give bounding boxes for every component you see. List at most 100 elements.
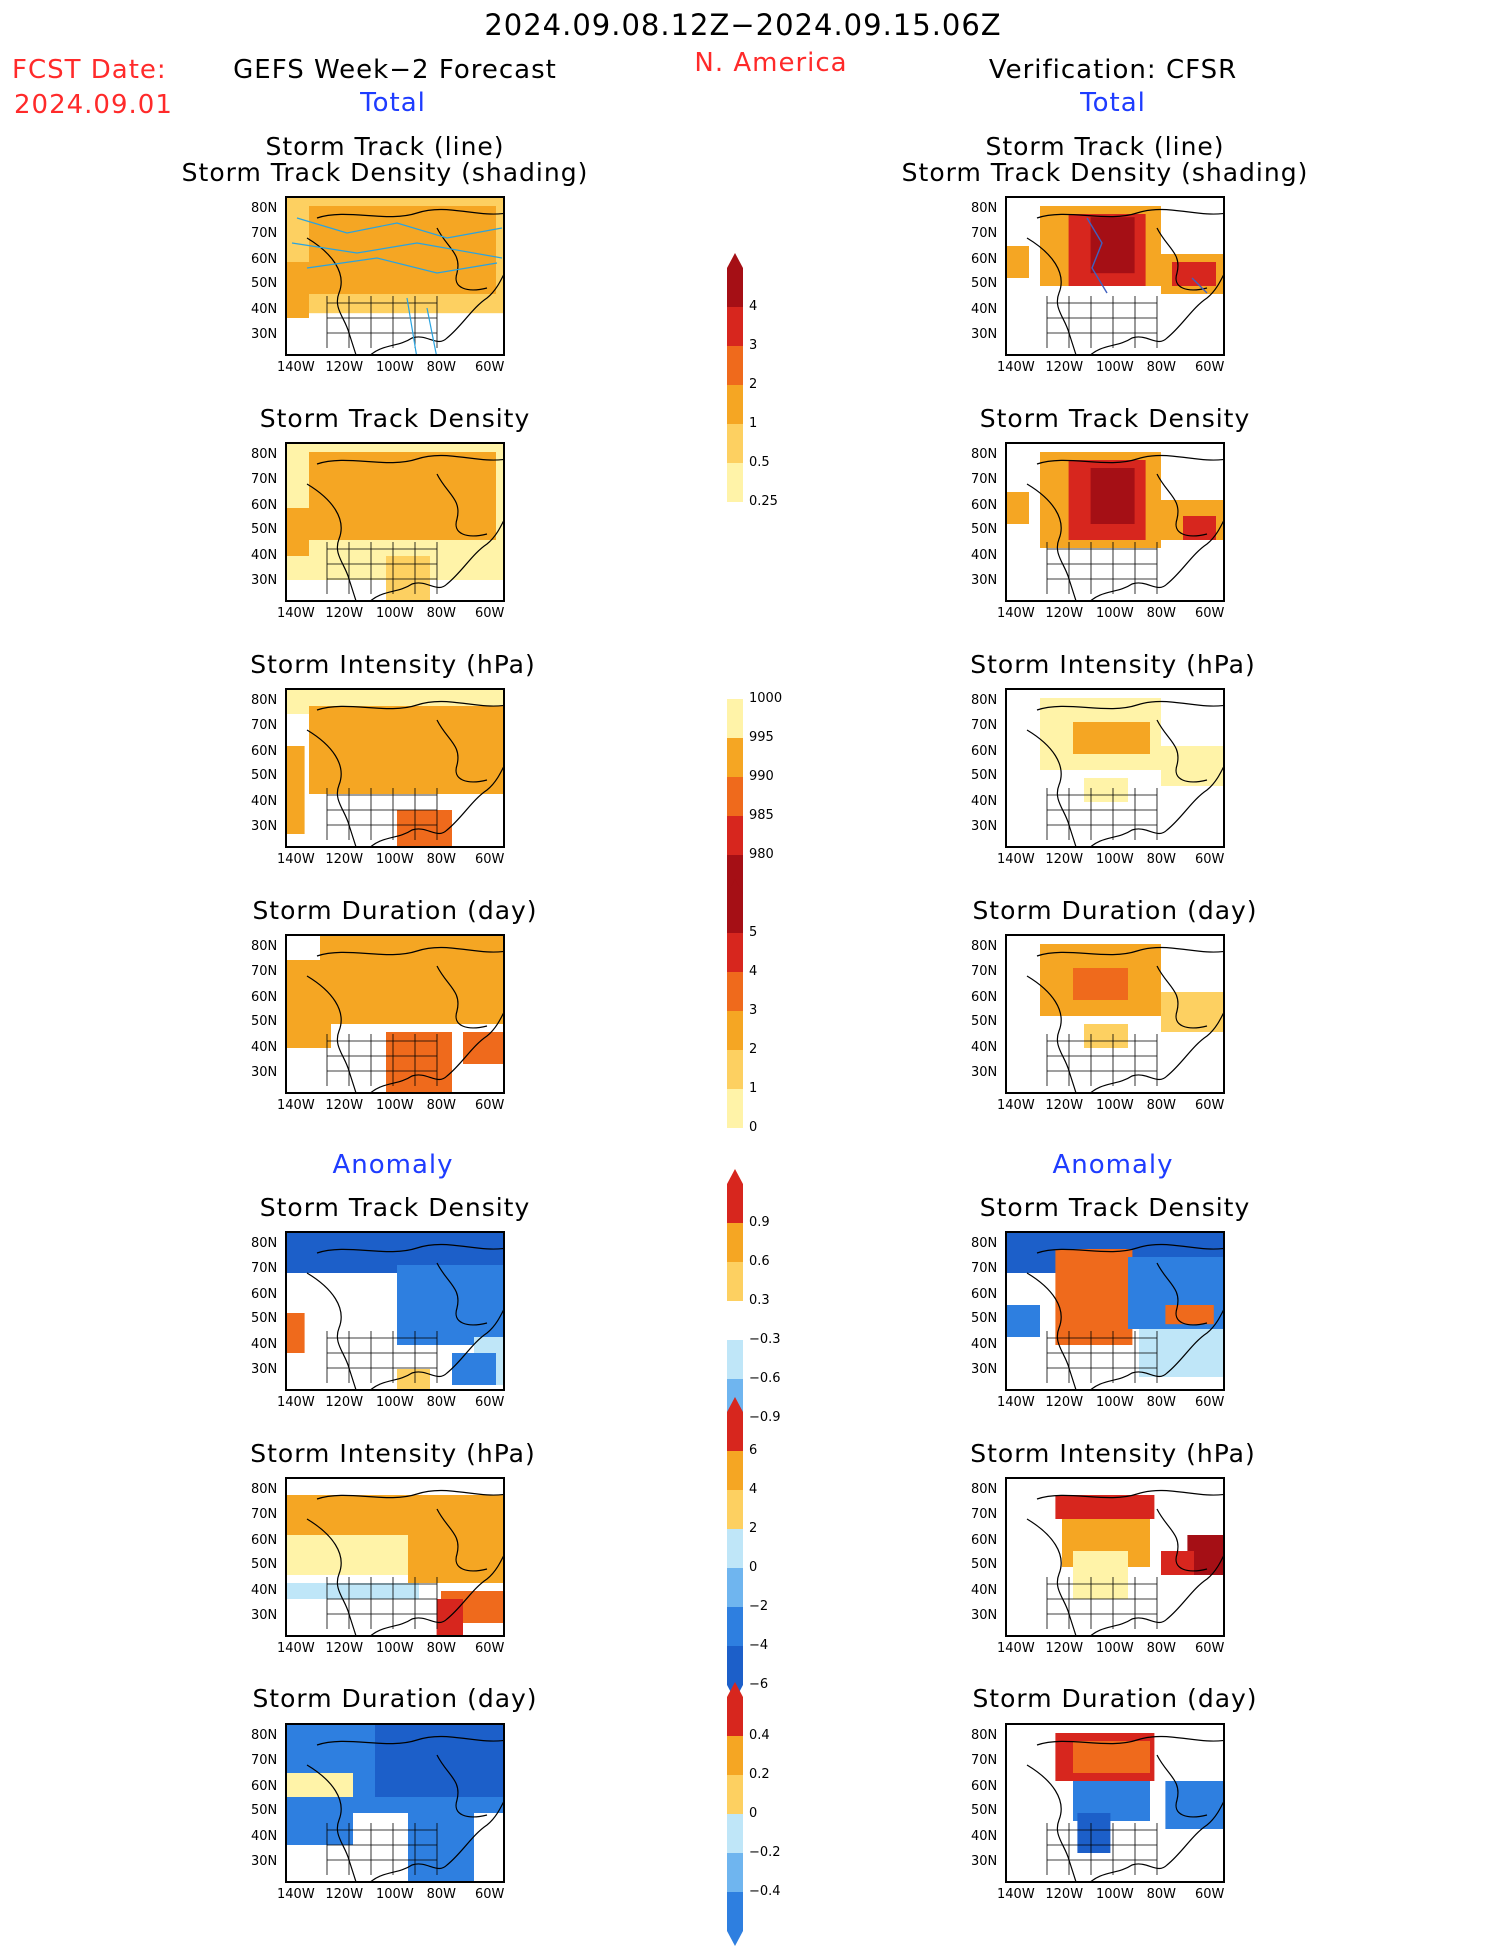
map-shading — [1007, 452, 1223, 600]
lat-tick-label: 40N — [971, 547, 998, 563]
lat-tick-label: 30N — [971, 1608, 998, 1624]
colorbar-tick-label: 3 — [749, 338, 758, 353]
colorbar-segment — [727, 1089, 743, 1128]
shaded-region — [408, 1805, 474, 1881]
lon-tick-label: 100W — [376, 852, 414, 867]
map-frame — [1005, 934, 1225, 1094]
left-duration-title: Storm Duration (day) — [252, 896, 538, 925]
map-shading — [287, 1233, 503, 1389]
lat-tick-label: 70N — [251, 964, 278, 980]
colorbar-tick-label: 0 — [749, 1560, 758, 1575]
lon-tick-label: 120W — [1045, 360, 1084, 375]
shaded-region — [287, 1583, 419, 1599]
lon-tick-label: 100W — [1096, 1641, 1134, 1656]
lat-tick-label: 50N — [251, 1557, 278, 1572]
colorbar-tick-label: 4 — [749, 964, 758, 979]
colorbar-tick-label: 4 — [749, 299, 758, 314]
lon-tick-label: 60W — [1195, 1887, 1225, 1902]
colorbar-segment — [727, 1262, 743, 1301]
colorbar-tick-label: −0.3 — [749, 1332, 781, 1347]
shaded-region — [1077, 1813, 1111, 1853]
right-column-title: Verification: CFSR — [988, 55, 1238, 85]
lon-tick-label: 60W — [1195, 360, 1225, 375]
map-frame — [285, 688, 505, 848]
lat-tick-label: 60N — [971, 498, 998, 513]
shaded-region — [1161, 746, 1223, 786]
shaded-region — [397, 1369, 430, 1389]
lon-tick-label: 60W — [1195, 1641, 1225, 1656]
lat-tick-label: 30N — [251, 327, 278, 343]
lat-tick-label: 70N — [251, 1753, 278, 1769]
state-borders — [326, 1331, 438, 1383]
lat-tick-label: 30N — [971, 1065, 998, 1081]
lat-tick-label: 60N — [971, 1533, 998, 1548]
coastline — [306, 1735, 503, 1881]
colorbar-segment — [727, 346, 743, 385]
colorbar-segment — [727, 1892, 743, 1931]
colorbar-segment — [727, 777, 743, 816]
colorbar-segment — [727, 268, 743, 307]
colorbar-arrow-top — [727, 253, 743, 268]
lon-tick-label: 120W — [325, 852, 364, 867]
colorbar-tick-label: 0.6 — [749, 1254, 770, 1269]
lon-tick-label: 100W — [376, 1098, 414, 1113]
lon-tick-label: 140W — [277, 852, 315, 867]
lon-tick-label: 60W — [1195, 606, 1225, 621]
coastline — [306, 1489, 503, 1635]
lon-tick-label: 80W — [1146, 1887, 1176, 1902]
lat-tick-label: 80N — [251, 1727, 278, 1743]
colorbar-tick-label: 0.5 — [749, 455, 770, 470]
colorbar-segment — [727, 1853, 743, 1892]
map-shading — [1007, 206, 1223, 354]
colorbar-segment — [727, 1128, 743, 1167]
map-shading — [1007, 1233, 1223, 1389]
colorbar-arrow-top — [727, 1682, 743, 1697]
lat-tick-label: 60N — [251, 1287, 278, 1302]
colorbar-segment — [727, 1529, 743, 1568]
colorbar-segment — [727, 699, 743, 738]
shaded-region — [1090, 468, 1135, 524]
shaded-region — [436, 1599, 463, 1635]
shaded-region — [309, 706, 503, 794]
lat-tick-label: 80N — [251, 1481, 278, 1497]
colorbar-segment — [727, 1490, 743, 1529]
shaded-region — [1007, 1305, 1040, 1337]
map-frame — [285, 196, 505, 356]
lon-tick-label: 140W — [997, 852, 1035, 867]
lon-tick-label: 120W — [1045, 1887, 1084, 1902]
colorbar-tick-label: −4 — [749, 1638, 769, 1653]
colorbar-segment — [727, 816, 743, 855]
shaded-region — [1165, 1781, 1223, 1829]
map-panel: 80N 70N 60N 50N 40N 30N 140W 120W 100W 80W 60W — [971, 196, 1225, 375]
map-shading — [287, 690, 503, 846]
state-borders — [326, 296, 438, 348]
colorbar-arrow-top — [727, 1169, 743, 1184]
lon-tick-label: 80W — [426, 606, 456, 621]
lat-tick-label: 70N — [971, 1753, 998, 1769]
map-panel: 80N 70N 60N 50N 40N 30N 140W 120W 100W 80W 60W — [251, 196, 505, 375]
lon-tick-label: 120W — [1045, 606, 1084, 621]
lon-tick-label: 80W — [426, 1641, 456, 1656]
storm-track-lines — [291, 217, 503, 354]
lon-tick-label: 80W — [1146, 606, 1176, 621]
shaded-region — [1007, 246, 1029, 278]
lat-tick-label: 60N — [971, 1779, 998, 1794]
coastline — [306, 946, 503, 1092]
lat-tick-label: 80N — [251, 938, 278, 954]
colorbar-segment — [727, 855, 743, 894]
lon-tick-label: 100W — [376, 360, 414, 375]
coastline — [1026, 1735, 1223, 1881]
coastline — [1026, 700, 1223, 846]
lat-tick-label: 70N — [251, 472, 278, 488]
map-frame — [285, 442, 505, 602]
lon-tick-label: 60W — [475, 1887, 505, 1902]
colorbar-tick-label: 3 — [749, 1003, 758, 1018]
lat-tick-label: 50N — [971, 1014, 998, 1029]
shaded-region — [397, 810, 452, 846]
lat-tick-label: 30N — [971, 819, 998, 835]
lat-tick-label: 80N — [971, 692, 998, 708]
shaded-region — [287, 1535, 408, 1575]
map-frame — [1005, 442, 1225, 602]
lat-tick-label: 40N — [971, 1336, 998, 1352]
lat-tick-label: 40N — [971, 301, 998, 317]
